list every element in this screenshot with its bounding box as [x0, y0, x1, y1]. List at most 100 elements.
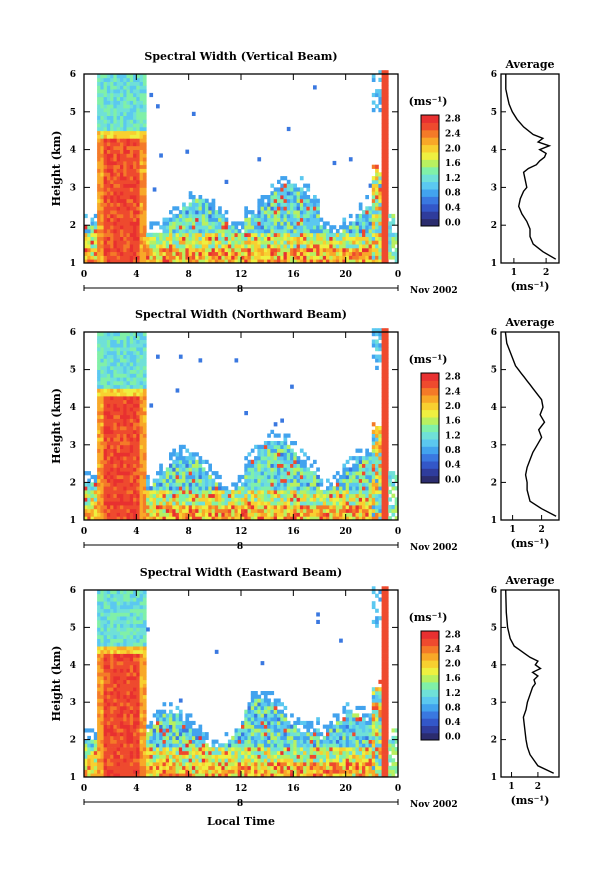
heatmap-cell	[270, 464, 274, 468]
heatmap-cell	[385, 441, 389, 445]
heatmap-cell	[375, 366, 379, 370]
heatmap-cell	[333, 161, 337, 165]
heatmap-cell	[136, 255, 140, 259]
heatmap-cell	[100, 123, 104, 127]
heatmap-cell	[349, 501, 353, 505]
heatmap-cell	[127, 127, 131, 131]
heatmap-cell	[287, 452, 291, 456]
heatmap-cell	[365, 233, 369, 237]
heatmap-cell	[362, 497, 366, 501]
heatmap-cell	[284, 509, 288, 513]
heatmap-cell	[369, 221, 373, 225]
heatmap-cell	[320, 229, 324, 233]
heatmap-cell	[133, 370, 137, 374]
heatmap-cell	[107, 479, 111, 483]
heatmap-cell	[176, 497, 180, 501]
heatmap-cell	[104, 452, 108, 456]
heatmap-cell	[369, 467, 373, 471]
heatmap-cell	[244, 497, 248, 501]
heatmap-cell	[372, 229, 376, 233]
heatmap-cell	[326, 479, 330, 483]
heatmap-cell	[287, 509, 291, 513]
heatmap-cell	[388, 248, 392, 252]
heatmap-cell	[94, 732, 98, 736]
heatmap-cell	[107, 762, 111, 766]
heatmap-cell	[104, 347, 108, 351]
heatmap-cell	[117, 370, 121, 374]
heatmap-cell	[362, 255, 366, 259]
heatmap-cell	[166, 505, 170, 509]
heatmap-cell	[107, 150, 111, 154]
heatmap-cell	[156, 233, 160, 237]
heatmap-cell	[287, 505, 291, 509]
heatmap-cell	[143, 85, 147, 89]
heatmap-cell	[133, 437, 137, 441]
heatmap-cell	[248, 505, 252, 509]
heatmap-cell	[208, 501, 212, 505]
heatmap-cell	[290, 441, 294, 445]
heatmap-cell	[117, 340, 121, 344]
heatmap-cell	[235, 221, 239, 225]
heatmap-cell	[185, 240, 189, 244]
heatmap-cell	[166, 237, 170, 241]
heatmap-cell	[136, 758, 140, 762]
heatmap-cell	[136, 240, 140, 244]
heatmap-cell	[113, 240, 117, 244]
heatmap-cell	[117, 509, 121, 513]
heatmap-cell	[110, 237, 114, 241]
heatmap-cell	[117, 710, 121, 714]
heatmap-cell	[385, 467, 389, 471]
heatmap-cell	[280, 184, 284, 188]
heatmap-cell	[392, 255, 396, 259]
heatmap-cell	[104, 609, 108, 613]
heatmap-cell	[254, 475, 258, 479]
heatmap-cell	[284, 482, 288, 486]
heatmap-cell	[365, 467, 369, 471]
heatmap-cell	[120, 430, 124, 434]
heatmap-cell	[123, 199, 127, 203]
heatmap-cell	[143, 203, 147, 207]
heatmap-cell	[349, 456, 353, 460]
heatmap-cell	[274, 471, 278, 475]
heatmap-cell	[123, 650, 127, 654]
heatmap-cell	[100, 661, 104, 665]
heatmap-cell	[385, 388, 389, 392]
heatmap-cell	[382, 486, 386, 490]
heatmap-cell	[231, 237, 235, 241]
heatmap-cell	[182, 494, 186, 498]
heatmap-cell	[120, 426, 124, 430]
heatmap-cell	[316, 501, 320, 505]
heatmap-cell	[97, 248, 101, 252]
heatmap-cell	[287, 255, 291, 259]
heatmap-cell	[97, 377, 101, 381]
heatmap-cell	[290, 187, 294, 191]
heatmap-cell	[110, 505, 114, 509]
heatmap-cell	[123, 684, 127, 688]
heatmap-cell	[130, 695, 134, 699]
heatmap-cell	[143, 407, 147, 411]
heatmap-cell	[107, 740, 111, 744]
heatmap-cell	[127, 684, 131, 688]
heatmap-cell	[91, 237, 95, 241]
heatmap-cell	[140, 184, 144, 188]
heatmap-cell	[113, 93, 117, 97]
heatmap-cell	[205, 237, 209, 241]
heatmap-cell	[123, 97, 127, 101]
heatmap-cell	[117, 445, 121, 449]
heatmap-cell	[97, 624, 101, 628]
heatmap-cell	[313, 229, 317, 233]
heatmap-cell	[130, 184, 134, 188]
heatmap-cell	[140, 252, 144, 256]
heatmap-cell	[110, 770, 114, 774]
heatmap-cell	[127, 422, 131, 426]
heatmap-cell	[130, 392, 134, 396]
heatmap-cell	[274, 501, 278, 505]
heatmap-cell	[163, 501, 167, 505]
heatmap-cell	[113, 486, 117, 490]
heatmap-cell	[382, 135, 386, 139]
heatmap-cell	[349, 214, 353, 218]
heatmap-cell	[257, 513, 261, 517]
heatmap-cell	[130, 672, 134, 676]
heatmap-cell	[385, 135, 389, 139]
heatmap-cell	[172, 244, 176, 248]
